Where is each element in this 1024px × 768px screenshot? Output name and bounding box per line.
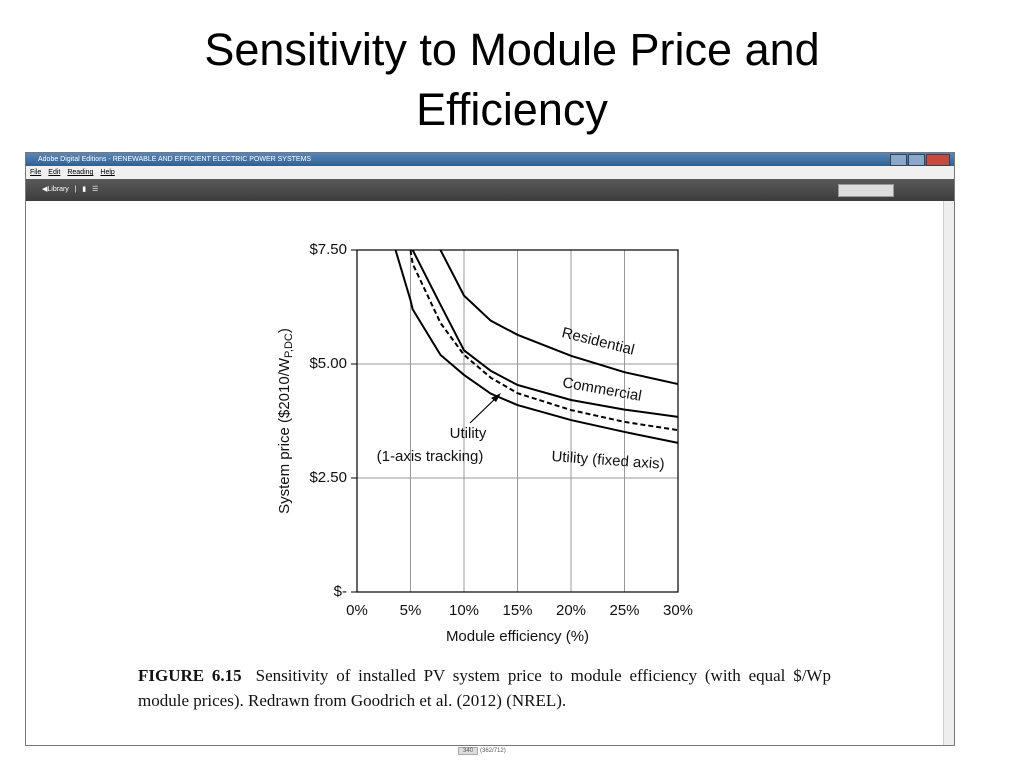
y-tick-label: $- <box>334 583 347 600</box>
app-window: Adobe Digital Editions - RENEWABLE AND E… <box>25 152 955 746</box>
close[interactable] <box>926 154 950 166</box>
menu-bar: File Edit Reading Help <box>26 166 954 179</box>
annotation-arrow <box>469 395 499 424</box>
figure-caption: FIGURE 6.15 Sensitivity of installed PV s… <box>138 663 831 713</box>
x-tick-label: 25% <box>609 602 639 619</box>
y-axis-label-sub: P,DC <box>283 333 295 358</box>
minimize[interactable] <box>890 154 907 166</box>
series-label: (1-axis tracking) <box>377 448 484 465</box>
x-tick-label: 30% <box>663 602 693 619</box>
x-tick-label: 20% <box>556 602 586 619</box>
x-tick-label: 15% <box>502 602 532 619</box>
slide-title: Sensitivity to Module Price and Efficien… <box>204 24 820 135</box>
line-series <box>411 249 679 418</box>
y-axis-label: System price ($2010/WP,DC) <box>276 328 295 514</box>
y-axis-label-text: System price ($2010/W <box>276 357 293 514</box>
plot-frame <box>356 249 679 593</box>
arrow-head <box>491 393 501 402</box>
caption-label: FIGURE 6.15 <box>138 666 242 685</box>
y-tick-label: $5.00 <box>309 355 347 372</box>
menu-item[interactable]: Edit <box>48 169 61 176</box>
menu-item[interactable]: Reading <box>67 169 94 176</box>
window-title: Adobe Digital Editions - RENEWABLE AND E… <box>38 156 312 163</box>
scrollbar[interactable] <box>943 201 954 745</box>
x-tick-label: 10% <box>449 602 479 619</box>
series-label: Utility (fixed axis) <box>551 448 665 473</box>
x-tick-label: 5% <box>400 602 422 619</box>
y-axis-label-end: ) <box>276 328 293 333</box>
page-number[interactable]: 340 <box>458 747 479 755</box>
x-tick-label: 0% <box>346 602 368 619</box>
maximize[interactable] <box>908 154 925 166</box>
caption-text: Sensitivity of installed PV system price… <box>138 666 831 710</box>
page-status: 340 (362/712) <box>458 747 506 755</box>
y-tick-label: $7.50 <box>309 241 347 258</box>
title-bar: Adobe Digital Editions - RENEWABLE AND E… <box>26 153 954 166</box>
library-button[interactable]: Library <box>47 186 69 193</box>
menu-item[interactable]: File <box>30 169 42 176</box>
line-series <box>409 249 679 432</box>
page-count: (362/712) <box>480 748 506 754</box>
line-series <box>394 249 679 444</box>
window-controls <box>890 154 950 166</box>
menu-item[interactable]: Help <box>100 169 115 176</box>
x-axis-label: Module efficiency (%) <box>446 628 589 645</box>
search-box[interactable] <box>838 184 894 197</box>
line-series <box>439 249 679 386</box>
series-label: Utility <box>450 425 487 442</box>
y-tick-label: $2.50 <box>309 469 347 486</box>
toolbar: ◀Library | ▮ ☰ <box>26 179 954 201</box>
